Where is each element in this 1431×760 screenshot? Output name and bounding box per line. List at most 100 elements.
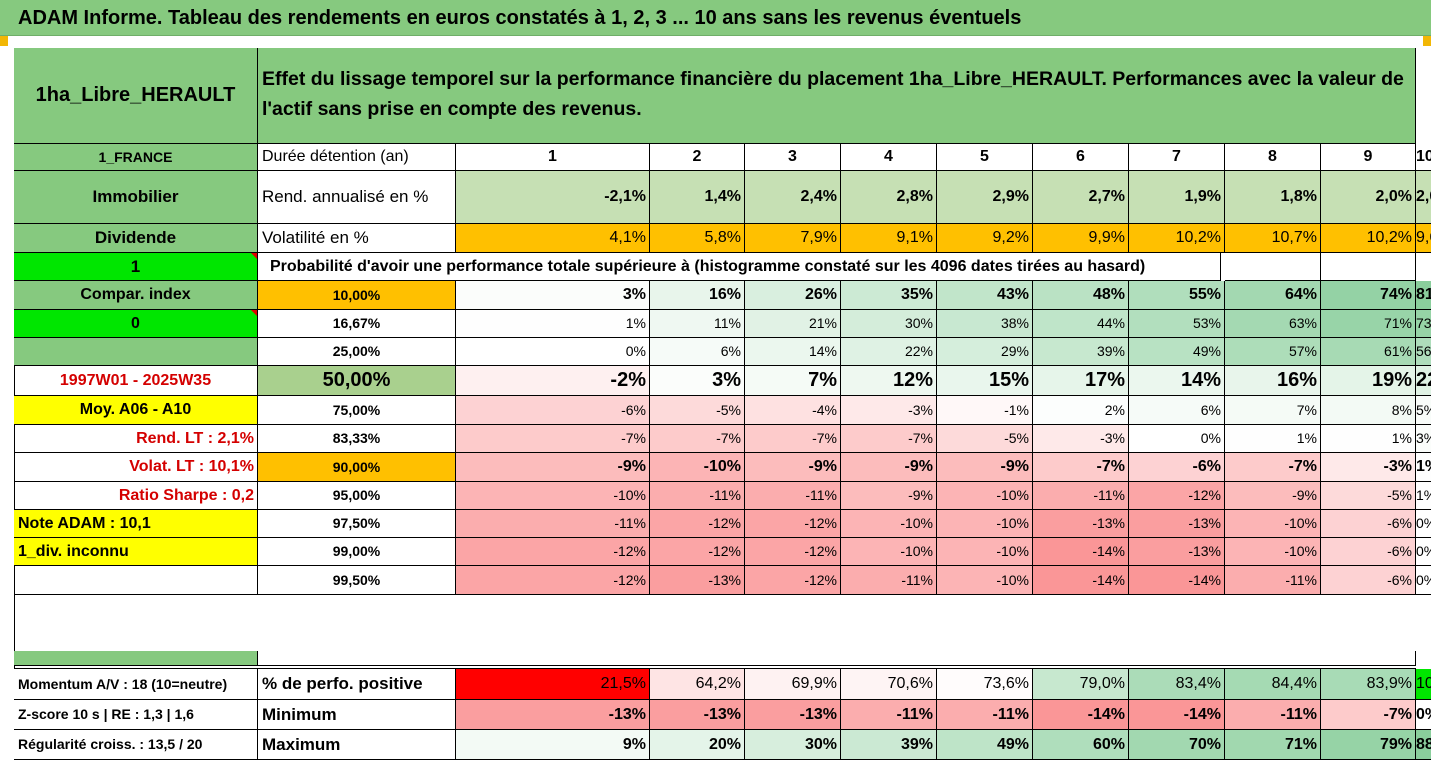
quantile-value: -10% xyxy=(937,482,1033,510)
quantile-value: 16% xyxy=(650,281,745,310)
annualized-return-value: 2,4% xyxy=(745,171,841,224)
quantile-value: -5% xyxy=(1321,482,1416,510)
quantile-value: -10% xyxy=(1225,538,1321,566)
quantile-value: -12% xyxy=(745,566,841,595)
quantile-value: -10% xyxy=(937,566,1033,595)
stats-value: 83,9% xyxy=(1321,669,1416,700)
quantile-value: 63% xyxy=(1225,310,1321,338)
volatility-value: 10,7% xyxy=(1225,224,1321,253)
volatility-value: 9,1% xyxy=(841,224,937,253)
corner-marker xyxy=(0,36,8,46)
stats-value: 70,6% xyxy=(841,669,937,700)
stats-value: 20% xyxy=(650,730,745,760)
annualized-return-value: 1,8% xyxy=(1225,171,1321,224)
stats-value: 88% xyxy=(1416,730,1431,760)
quantile-value: -5% xyxy=(650,396,745,425)
quantile-value: 0% xyxy=(1416,566,1431,595)
quantile-value: -3% xyxy=(1321,453,1416,482)
quantile-value: -12% xyxy=(1129,482,1225,510)
stats-value: 79,0% xyxy=(1033,669,1129,700)
quantile-value: 74% xyxy=(1321,281,1416,310)
probability-title: Probabilité d'avoir une performance tota… xyxy=(258,253,1221,281)
annualized-return-value: -2,1% xyxy=(456,171,650,224)
stats-value: -11% xyxy=(937,700,1033,730)
quantile-value: 29% xyxy=(937,338,1033,366)
quantile-value: -12% xyxy=(745,510,841,538)
stats-value: 9% xyxy=(456,730,650,760)
quantile-value: 35% xyxy=(841,281,937,310)
quantile-value: -14% xyxy=(1129,566,1225,595)
quantile-value: 7% xyxy=(745,366,841,396)
stats-value: -11% xyxy=(1225,700,1321,730)
stats-value: 84,4% xyxy=(1225,669,1321,700)
asset-description-cell: Effet du lissage temporel sur la perform… xyxy=(258,48,1416,144)
year-header: 6 xyxy=(1033,144,1129,171)
year-header: 1 xyxy=(456,144,650,171)
stats-value: 60% xyxy=(1033,730,1129,760)
quantile-value: 38% xyxy=(937,310,1033,338)
volatility-label: Volatilité en % xyxy=(258,224,456,253)
quantile-value: 1% xyxy=(1225,425,1321,453)
stats-side-label: Régularité croiss. : 13,5 / 20 xyxy=(14,730,258,760)
quantile-value: -12% xyxy=(456,538,650,566)
quantile-value: 1% xyxy=(1321,425,1416,453)
quantile-value: -13% xyxy=(1033,510,1129,538)
quantile-value: -10% xyxy=(841,510,937,538)
quantile-value: 12% xyxy=(841,366,937,396)
quantile-value: -10% xyxy=(650,453,745,482)
quantile-value: -13% xyxy=(650,566,745,595)
quantile-value: -7% xyxy=(1033,453,1129,482)
quantile-value: -1% xyxy=(937,396,1033,425)
quantile-value: 1% xyxy=(1416,453,1431,482)
quantile-value: 19% xyxy=(1321,366,1416,396)
quantile-value: 49% xyxy=(1129,338,1225,366)
year-header: 8 xyxy=(1225,144,1321,171)
quantile-value: -11% xyxy=(745,482,841,510)
sharpe-ratio-label: Ratio Sharpe : 0,2 xyxy=(14,482,258,510)
long-term-volatility-label: Volat. LT : 10,1% xyxy=(14,453,258,482)
average-label: Moy. A06 - A10 xyxy=(14,396,258,425)
stats-value: -13% xyxy=(456,700,650,730)
quantile-label: 99,00% xyxy=(258,538,456,566)
quantile-value: -12% xyxy=(650,510,745,538)
stats-value: 100,0% xyxy=(1416,669,1431,700)
quantile-value: -11% xyxy=(456,510,650,538)
quantile-value: 0% xyxy=(1416,510,1431,538)
quantile-value: -12% xyxy=(456,566,650,595)
volatility-value: 9,6% xyxy=(1416,224,1431,253)
quantile-value: -11% xyxy=(1033,482,1129,510)
quantile-value: 61% xyxy=(1321,338,1416,366)
quantile-value: -11% xyxy=(841,566,937,595)
quantile-value: -2% xyxy=(456,366,650,396)
quantile-value: -10% xyxy=(937,538,1033,566)
dividend-info-label: 1_div. inconnu xyxy=(14,538,258,566)
stats-value: 0% xyxy=(1416,700,1431,730)
annualized-return-label: Rend. annualisé en % xyxy=(258,171,456,224)
volatility-value: 10,2% xyxy=(1321,224,1416,253)
quantile-value: 44% xyxy=(1033,310,1129,338)
stats-value: 39% xyxy=(841,730,937,760)
quantile-label: 95,00% xyxy=(258,482,456,510)
quantile-value: -9% xyxy=(456,453,650,482)
quantile-value: -9% xyxy=(745,453,841,482)
quantile-value: 22% xyxy=(1416,366,1431,396)
quantile-value: -14% xyxy=(1033,538,1129,566)
quantile-value: -6% xyxy=(1129,453,1225,482)
period-label: 1997W01 - 2025W35 xyxy=(14,366,258,396)
spacer-cell xyxy=(14,651,258,666)
year-header: 4 xyxy=(841,144,937,171)
asset-name-cell: 1ha_Libre_HERAULT xyxy=(14,48,258,144)
quantile-value: 17% xyxy=(1033,366,1129,396)
quantile-value: -12% xyxy=(650,538,745,566)
stats-value: 83,4% xyxy=(1129,669,1225,700)
quantile-value: 3% xyxy=(650,366,745,396)
quantile-value: -13% xyxy=(1129,510,1225,538)
stats-value: -14% xyxy=(1129,700,1225,730)
annualized-return-value: 2,0% xyxy=(1416,171,1431,224)
quantile-value: -10% xyxy=(937,510,1033,538)
quantile-value: -10% xyxy=(456,482,650,510)
quantile-value: 71% xyxy=(1321,310,1416,338)
quantile-value: 21% xyxy=(745,310,841,338)
quantile-value: 48% xyxy=(1033,281,1129,310)
quantile-value: -6% xyxy=(1321,566,1416,595)
